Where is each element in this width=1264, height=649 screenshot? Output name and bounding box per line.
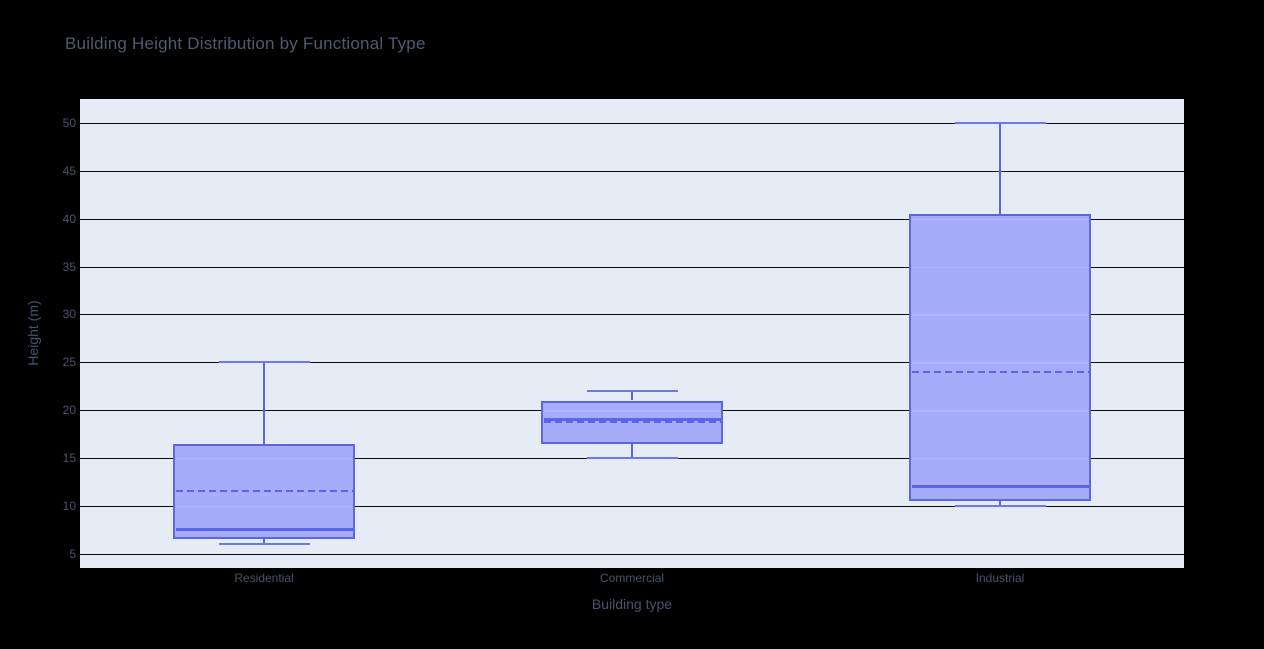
median-line — [175, 528, 353, 531]
mean-line — [175, 490, 353, 493]
y-gridline — [80, 266, 1184, 268]
upper-whisker-stem — [630, 390, 634, 401]
upper-whisker-stem — [998, 122, 1002, 214]
in-box-gridline — [911, 362, 1089, 364]
median-line — [543, 418, 721, 421]
y-tick-label: 35 — [62, 259, 76, 274]
y-tick-label: 45 — [62, 163, 76, 178]
chart-title: Building Height Distribution by Function… — [65, 34, 426, 53]
x-axis-title: Building type — [591, 596, 673, 612]
y-tick-label: 25 — [62, 355, 76, 370]
y-tick-label: 50 — [62, 115, 76, 130]
mean-line — [543, 421, 721, 424]
in-box-gridline — [543, 410, 721, 412]
min-whisker-cap — [586, 456, 678, 460]
x-tick-label: Commercial — [599, 571, 664, 585]
in-box-gridline — [911, 266, 1089, 268]
in-box-gridline — [911, 410, 1089, 412]
y-tick-label: 15 — [62, 450, 76, 465]
box-industrial — [909, 213, 1091, 501]
y-tick-label: 10 — [62, 498, 76, 513]
mean-line — [911, 370, 1089, 373]
y-gridline — [80, 122, 1184, 124]
y-tick-label: 40 — [62, 211, 76, 226]
max-whisker-cap — [218, 360, 310, 364]
x-tick-label: Residential — [234, 571, 294, 585]
y-tick-label: 30 — [62, 307, 76, 322]
y-tick-label: 20 — [62, 403, 76, 418]
y-gridline — [80, 218, 1184, 220]
y-gridline — [80, 362, 1184, 364]
in-box-gridline — [911, 314, 1089, 316]
in-box-gridline — [175, 505, 353, 508]
lower-whisker-stem — [262, 539, 266, 545]
in-box-gridline — [911, 457, 1089, 460]
max-whisker-cap — [586, 389, 678, 393]
y-axis-title: Height (m) — [25, 300, 41, 366]
y-gridline — [80, 553, 1184, 555]
y-gridline — [80, 505, 1184, 507]
in-box-gridline — [175, 457, 353, 460]
min-whisker-cap — [954, 504, 1046, 508]
y-gridline — [80, 170, 1184, 172]
in-box-gridline — [911, 218, 1089, 221]
max-whisker-cap — [954, 121, 1046, 125]
x-tick-label: Industrial — [975, 571, 1025, 585]
y-gridline — [80, 314, 1184, 316]
median-line — [911, 485, 1089, 488]
min-whisker-cap — [218, 542, 310, 546]
upper-whisker-stem — [262, 362, 266, 444]
lower-whisker-stem — [998, 501, 1002, 506]
y-tick-label: 5 — [69, 546, 76, 561]
lower-whisker-stem — [630, 443, 634, 458]
